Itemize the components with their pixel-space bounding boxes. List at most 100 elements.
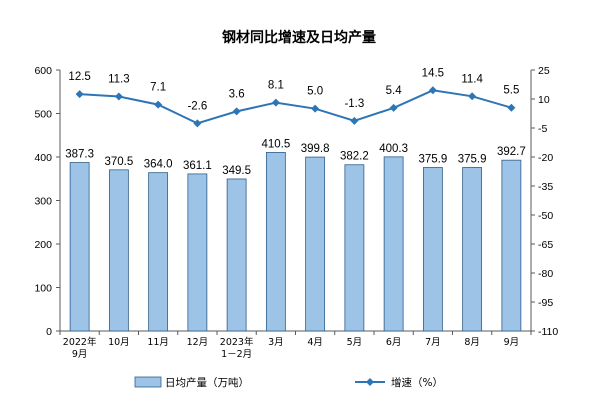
right-tick-label: -65 bbox=[538, 239, 553, 251]
line-value-label: 11.4 bbox=[461, 73, 483, 85]
x-tick-label-line: 2023年 bbox=[220, 336, 254, 348]
line-value-label: 8.1 bbox=[268, 80, 284, 92]
right-tick-label: -50 bbox=[538, 210, 553, 222]
legend: 日均产量（万吨） 增速（%） bbox=[134, 376, 443, 389]
axes: 0 100 200 300 400 500 600 25 10 -5 -20 -35 -50 -65 -80… bbox=[34, 65, 558, 360]
bar bbox=[226, 178, 247, 332]
right-tick-label: 25 bbox=[538, 65, 550, 77]
bar bbox=[305, 156, 326, 332]
x-tick-label-line: 12月 bbox=[187, 337, 209, 348]
x-tick-label: 7月 bbox=[425, 337, 441, 348]
x-tick-label: 9月 bbox=[504, 337, 520, 348]
line-point bbox=[389, 103, 398, 112]
line-point bbox=[193, 119, 202, 128]
right-tick-label: -110 bbox=[538, 326, 558, 338]
x-tick-label-line: 1－2月 bbox=[221, 349, 252, 360]
bar-value-label: 375.9 bbox=[418, 153, 447, 165]
x-tick-label-line: 5月 bbox=[347, 337, 363, 348]
x-tick-label: 3月 bbox=[268, 337, 284, 348]
x-tick-label: 12月 bbox=[187, 337, 209, 348]
line-point bbox=[271, 98, 280, 107]
x-tick-label-line: 3月 bbox=[268, 337, 284, 348]
x-tick-label: 5月 bbox=[347, 337, 363, 348]
right-tick-label: -95 bbox=[538, 297, 553, 309]
line-point bbox=[428, 86, 437, 95]
x-tick-label-line: 7月 bbox=[425, 337, 441, 348]
x-tick-label-line: 4月 bbox=[307, 337, 323, 348]
x-tick-label-line: 6月 bbox=[386, 337, 402, 348]
bar bbox=[148, 172, 169, 332]
bar-value-label: 387.3 bbox=[65, 149, 94, 161]
bar bbox=[344, 164, 365, 332]
line-point bbox=[350, 116, 359, 125]
left-tick-label: 500 bbox=[34, 109, 52, 121]
line-value-label: -1.3 bbox=[344, 98, 364, 110]
bar bbox=[422, 167, 443, 332]
bar-value-label: 370.5 bbox=[104, 156, 133, 168]
right-tick-label: 10 bbox=[538, 94, 550, 106]
line-point bbox=[154, 100, 163, 109]
bar-value-label: 349.5 bbox=[222, 165, 251, 177]
line-point bbox=[311, 104, 320, 113]
bar bbox=[501, 159, 522, 332]
x-tick-label: 2023年 1－2月 bbox=[220, 336, 254, 360]
bar-value-label: 399.8 bbox=[301, 143, 330, 155]
x-tick-label: 4月 bbox=[307, 337, 323, 348]
left-tick-label: 600 bbox=[34, 65, 52, 77]
growth-line bbox=[79, 89, 512, 125]
line-point bbox=[114, 92, 123, 101]
line-value-label: 14.5 bbox=[422, 67, 444, 79]
bar-value-label: 392.7 bbox=[497, 146, 526, 158]
legend-line-label: 增速（%） bbox=[391, 376, 443, 389]
right-tick-label: -20 bbox=[538, 152, 553, 164]
line-value-label: 5.0 bbox=[307, 86, 323, 98]
line-value-label: 5.5 bbox=[503, 85, 519, 97]
bar bbox=[462, 167, 483, 332]
line-series: 12.5 11.3 7.1 -2.6 3.6 8.1 5.0 -1.3 5.4 14.5 11.4 5… bbox=[68, 67, 519, 128]
right-tick-label: -5 bbox=[538, 123, 547, 135]
line-value-label: 11.3 bbox=[108, 73, 130, 85]
x-tick-label: 10月 bbox=[108, 337, 130, 348]
line-point bbox=[507, 103, 516, 112]
right-tick-label: -80 bbox=[538, 268, 553, 280]
left-tick-label: 400 bbox=[34, 152, 52, 164]
x-tick-label: 6月 bbox=[386, 337, 402, 348]
x-tick-label-line: 8月 bbox=[464, 337, 480, 348]
line-value-label: 7.1 bbox=[150, 82, 166, 94]
x-tick-label-line: 10月 bbox=[108, 337, 130, 348]
legend-bar-label: 日均产量（万吨） bbox=[165, 376, 249, 389]
bar-value-label: 410.5 bbox=[261, 138, 290, 150]
x-tick-label-line: 9月 bbox=[504, 337, 520, 348]
bar bbox=[187, 173, 208, 332]
x-tick-label: 2022年 9月 bbox=[63, 336, 97, 360]
line-value-label: 12.5 bbox=[68, 71, 90, 83]
x-tick-label-line: 11月 bbox=[147, 337, 169, 348]
bar bbox=[69, 162, 90, 332]
line-value-label: 5.4 bbox=[386, 85, 403, 97]
left-tick-label: 100 bbox=[34, 283, 52, 295]
left-tick-label: 0 bbox=[46, 326, 52, 338]
x-tick-label: 8月 bbox=[464, 337, 480, 348]
x-tick-label-line: 9月 bbox=[72, 349, 88, 360]
line-point bbox=[468, 92, 477, 101]
bar-value-label: 400.3 bbox=[379, 143, 408, 155]
left-tick-label: 300 bbox=[34, 196, 52, 208]
left-tick-label: 200 bbox=[34, 239, 52, 251]
x-tick-label-line: 2022年 bbox=[63, 336, 97, 348]
bar bbox=[108, 169, 129, 332]
chart-title: 钢材同比增速及日均产量 bbox=[222, 29, 376, 46]
bar bbox=[383, 156, 404, 332]
bar bbox=[265, 152, 286, 332]
bar-value-label: 375.9 bbox=[458, 153, 487, 165]
x-tick-label: 11月 bbox=[147, 337, 169, 348]
bar-value-label: 364.0 bbox=[144, 159, 173, 171]
line-value-label: 3.6 bbox=[229, 88, 245, 100]
line-value-label: -2.6 bbox=[187, 100, 207, 112]
line-point bbox=[75, 90, 84, 99]
legend-line-marker bbox=[366, 378, 374, 386]
bar-value-label: 361.1 bbox=[183, 160, 212, 172]
right-tick-label: -35 bbox=[538, 181, 553, 193]
legend-bar-swatch bbox=[134, 376, 162, 388]
line-point bbox=[232, 107, 241, 116]
